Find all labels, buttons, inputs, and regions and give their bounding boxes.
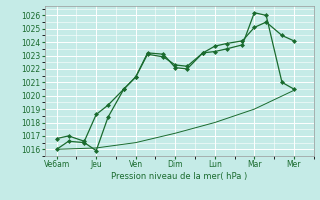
X-axis label: Pression niveau de la mer( hPa ): Pression niveau de la mer( hPa ) (111, 172, 247, 181)
